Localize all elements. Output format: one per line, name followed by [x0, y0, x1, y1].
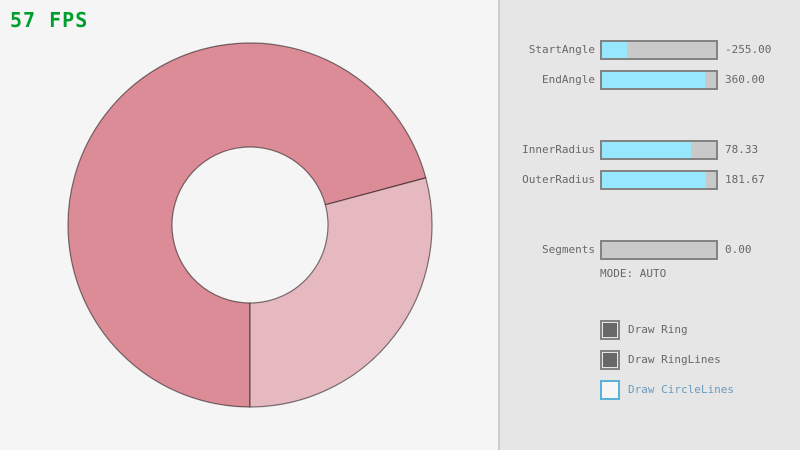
slider-fill — [602, 42, 627, 58]
draw-ring-checkbox[interactable] — [600, 320, 620, 340]
ring-sector-dark — [67, 42, 427, 408]
segments-value: 0.00 — [725, 243, 752, 256]
control-panel: StartAngle -255.00 EndAngle 360.00 Inner… — [500, 0, 800, 450]
outerradius-value: 181.67 — [725, 173, 765, 186]
draw-ringlines-checkbox-row: Draw RingLines — [600, 350, 800, 370]
startangle-value: -255.00 — [725, 43, 772, 56]
endangle-label: EndAngle — [542, 73, 595, 86]
ring-canvas — [67, 42, 433, 408]
mode-label: MODE: AUTO — [600, 267, 667, 280]
draw-circlelines-checkbox-row: Draw CircleLines — [600, 380, 800, 400]
draw-ring-checkbox-row: Draw Ring — [600, 320, 800, 340]
innerradius-value: 78.33 — [725, 143, 759, 156]
checkmark — [603, 353, 617, 367]
draw-ringlines-label: Draw RingLines — [628, 353, 721, 366]
innerradius-slider[interactable] — [600, 140, 718, 160]
draw-circlelines-checkbox[interactable] — [600, 380, 620, 400]
outerradius-slider[interactable] — [600, 170, 718, 190]
startangle-label: StartAngle — [528, 43, 595, 56]
fps-counter: 57 FPS — [10, 8, 89, 32]
slider-fill — [602, 72, 705, 88]
ring-sector-light — [249, 177, 433, 408]
segments-slider[interactable] — [600, 240, 718, 260]
checkmark — [603, 323, 617, 337]
endangle-value: 360.00 — [725, 73, 765, 86]
slider-fill — [602, 142, 692, 158]
startangle-slider[interactable] — [600, 40, 718, 60]
draw-ringlines-checkbox[interactable] — [600, 350, 620, 370]
slider-fill — [602, 172, 706, 188]
innerradius-label: InnerRadius — [522, 143, 595, 156]
segments-label: Segments — [542, 243, 595, 256]
endangle-slider[interactable] — [600, 70, 718, 90]
draw-ring-label: Draw Ring — [628, 323, 688, 336]
draw-circlelines-label: Draw CircleLines — [628, 383, 734, 396]
panel-divider — [498, 0, 500, 450]
outerradius-label: OuterRadius — [522, 173, 595, 186]
